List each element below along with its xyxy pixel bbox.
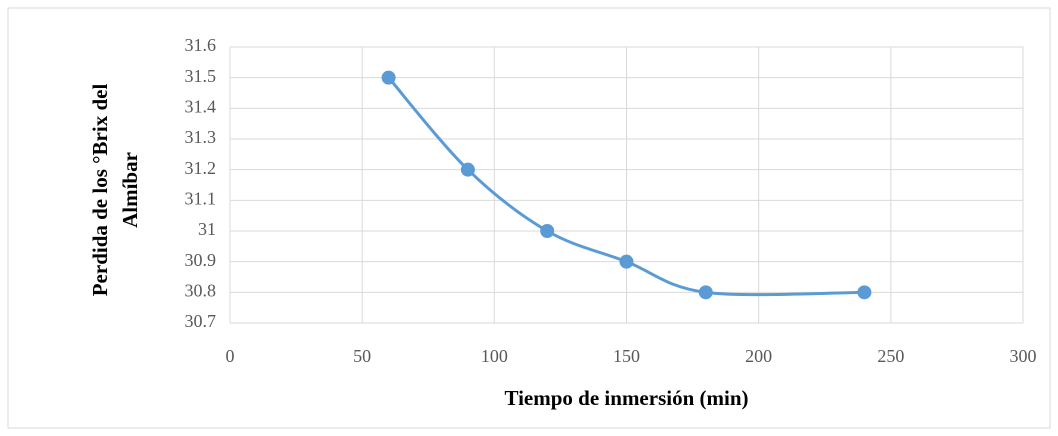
data-point [698, 285, 713, 300]
y-axis-label: Perdida de los °Brix del [88, 84, 112, 297]
x-tick-label: 100 [481, 346, 508, 366]
data-point [540, 224, 555, 238]
y-tick-label: 31.3 [185, 127, 217, 147]
x-tick-label: 250 [877, 346, 904, 366]
y-tick-label: 31.2 [185, 158, 217, 178]
data-point [619, 254, 634, 269]
x-tick-label: 200 [745, 346, 772, 366]
y-tick-label: 31.6 [185, 35, 217, 55]
data-point [857, 285, 872, 300]
x-axis-label: Tiempo de inmersión (min) [504, 386, 748, 410]
y-tick-label: 31 [198, 219, 216, 239]
data-point [381, 70, 396, 85]
data-point [460, 162, 475, 177]
y-tick-label: 30.9 [185, 250, 217, 270]
x-tick-label: 300 [1010, 346, 1037, 366]
y-tick-label: 31.5 [185, 66, 217, 86]
y-tick-label: 30.7 [185, 311, 217, 331]
data-line [387, 76, 865, 297]
y-tick-label: 31.1 [185, 188, 217, 208]
y-axis-label: Almíbar [118, 152, 142, 228]
x-tick-label: 50 [353, 346, 371, 366]
x-tick-label: 150 [613, 346, 640, 366]
y-tick-label: 30.8 [185, 280, 217, 300]
y-tick-label: 31.4 [185, 96, 217, 116]
x-tick-label: 0 [226, 346, 235, 366]
